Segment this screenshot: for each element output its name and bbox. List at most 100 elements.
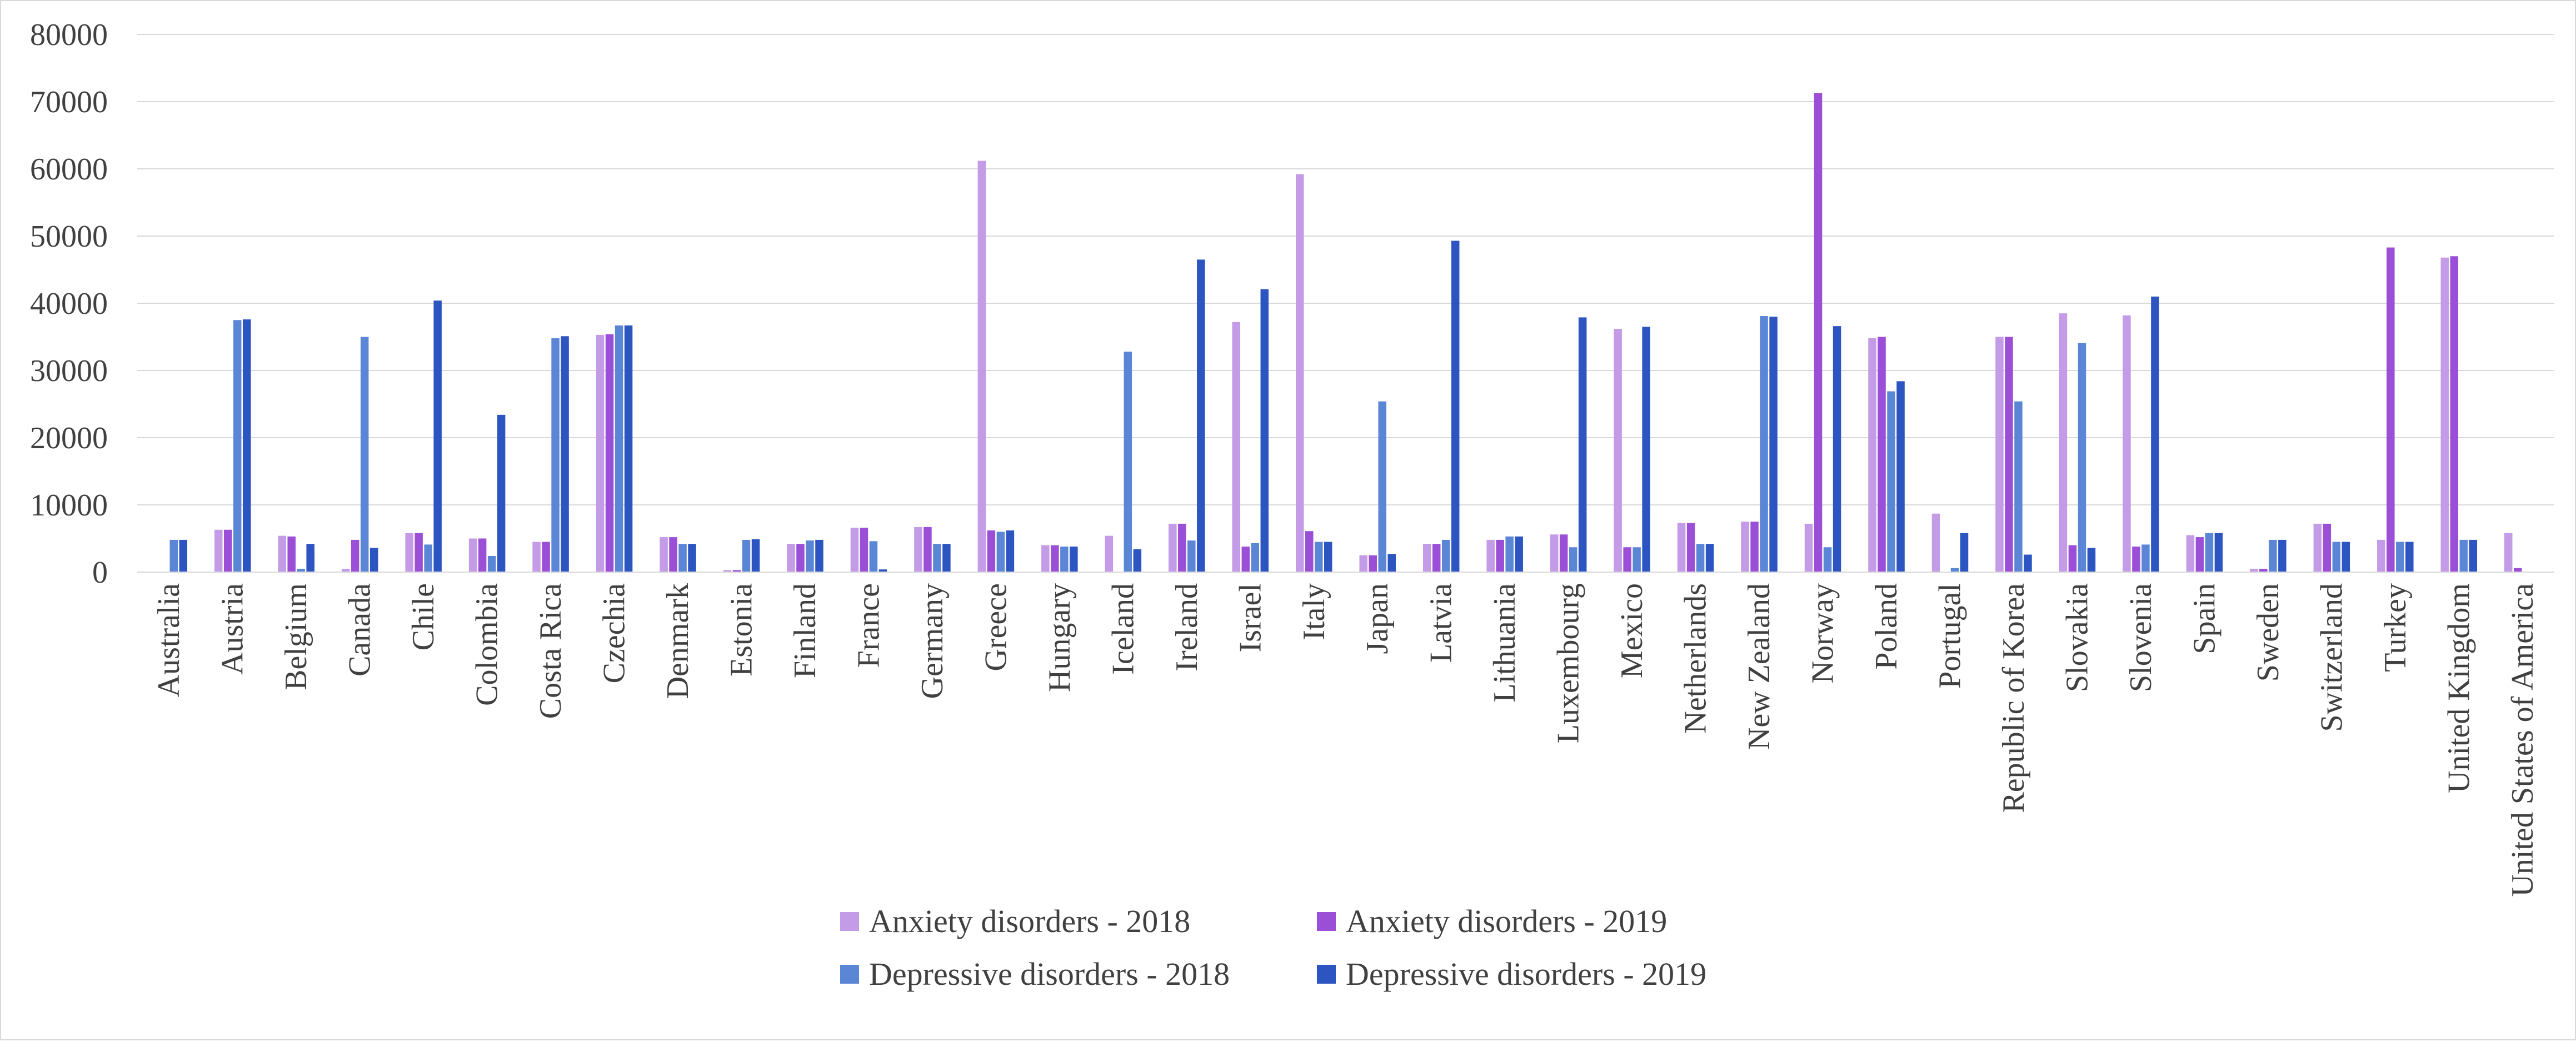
bar [850,528,859,572]
bar [1686,523,1695,572]
bar [1569,547,1577,572]
bar [669,537,677,572]
bar [542,542,550,572]
bar [2387,247,2395,572]
bar [1197,259,1205,573]
bar [923,527,932,572]
bar [806,540,814,572]
x-tick-label: Chile [406,583,441,650]
bar [860,528,868,572]
x-tick-label: Italy [1297,583,1331,640]
bar [2250,568,2258,572]
bar [1178,523,1186,572]
bar [242,319,251,572]
bar [2269,539,2277,572]
bar [1296,174,1304,572]
bar [1896,381,1905,572]
gridlines [137,34,2554,505]
bar [1741,522,1749,572]
x-tick-label: Poland [1869,583,1904,670]
bar [179,539,187,572]
bar [532,542,541,572]
y-tick-label: 60000 [30,152,108,187]
bar [1169,523,1177,572]
bar [1241,547,1250,572]
bar [605,334,614,572]
bar [1387,554,1396,572]
bar [1960,533,1969,572]
bar [1432,544,1441,572]
bar [942,544,951,572]
y-tick-label: 80000 [30,18,108,52]
x-tick-label: Luxembourg [1551,583,1586,743]
x-tick-label: Austria [216,583,250,675]
bar [1232,322,1241,572]
bar [933,544,941,572]
bar [2151,296,2159,572]
bar [1006,530,1015,572]
bar [1486,539,1495,572]
bar [796,544,805,572]
bar [596,334,605,572]
bar [1324,542,1332,572]
x-tick-label: Costa Rica [533,583,568,719]
x-tick-label: Estonia [725,583,759,677]
bar [360,337,369,572]
bar [278,535,286,572]
bar [1441,539,1450,572]
bar [1124,352,1132,572]
bar [2078,343,2086,572]
bar [1315,542,1323,572]
legend-label: Depressive disorders - 2018 [869,956,1230,992]
bar [2332,542,2341,572]
bar [1070,547,1078,572]
bar [1833,326,1841,572]
bar [1451,241,1460,573]
bar [1633,547,1641,572]
y-tick-label: 30000 [30,354,108,388]
bar [1804,523,1813,572]
bar [2405,542,2414,572]
bar [732,570,741,572]
x-tick-label: Latvia [1424,583,1459,663]
x-tick-label: Spain [2187,583,2221,654]
bar [1769,317,1778,572]
bar [433,300,442,572]
bar [1305,531,1314,572]
bar [2214,533,2223,572]
bar [169,539,178,572]
legend-swatch [1317,912,1336,931]
bar [1705,544,1714,572]
bar [742,539,751,572]
legend-swatch [840,965,859,984]
bar [2024,554,2032,572]
bar [1133,549,1142,572]
bar [2514,568,2522,572]
y-tick-label: 20000 [30,421,108,455]
bar [2005,337,2013,572]
x-tick-label: Lithuania [1487,583,1522,703]
bar [914,527,922,572]
x-tick-label: Japan [1360,583,1395,654]
bar [2205,533,2214,572]
bar [1623,547,1631,572]
legend-label: Anxiety disorders - 2019 [1346,903,1667,939]
x-tick-label: Iceland [1106,583,1140,675]
bar [214,529,223,572]
bar [2278,539,2287,572]
bar [1578,317,1587,572]
bar [1814,93,1823,572]
bar [561,336,569,572]
bar [2377,539,2385,572]
x-tick-label: Belgium [279,583,313,690]
bar [1677,523,1686,572]
bar [1041,545,1050,572]
bar [1359,555,1367,572]
bar [468,538,477,572]
x-tick-label: Slovenia [2124,583,2158,692]
bar [2342,542,2350,572]
legend-item: Depressive disorders - 2018 [840,956,1230,992]
bar [987,530,996,572]
bar [1369,555,1377,572]
